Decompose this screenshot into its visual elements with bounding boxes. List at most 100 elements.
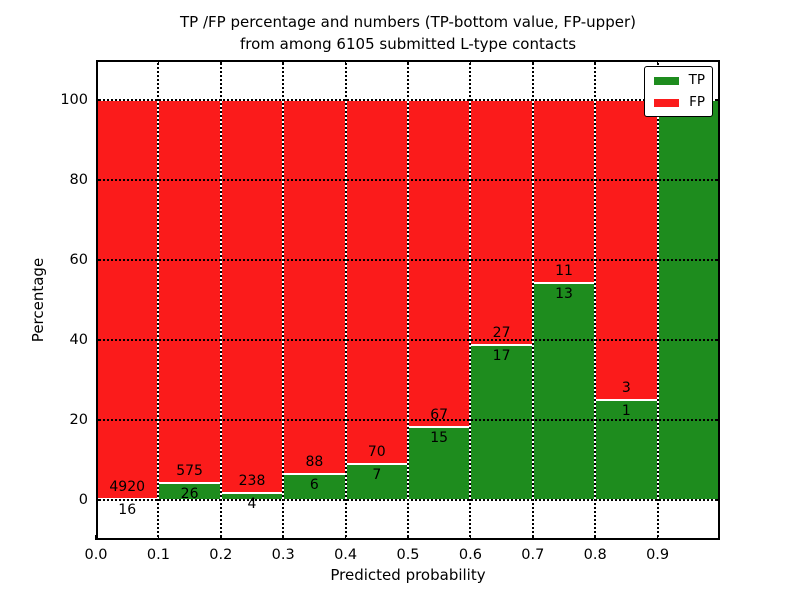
y-tick-label: 60 <box>69 252 88 268</box>
bar-label-fp: 4920 <box>109 478 146 495</box>
bar-label-fp: 575 <box>176 462 203 479</box>
gridline-horizontal <box>96 339 720 341</box>
bar-tp <box>657 100 720 500</box>
legend-swatch-tp <box>653 75 680 86</box>
x-tick-bottom <box>594 535 596 540</box>
legend-item: TP <box>653 73 705 88</box>
gridline-horizontal <box>96 499 720 501</box>
plot-area: 492016575262384886707671527171113311 <box>95 60 720 540</box>
gridline-vertical <box>531 60 534 540</box>
y-tick-right <box>715 499 720 501</box>
bar-label-tp: 6 <box>309 477 319 494</box>
chart-title-line2: from among 6105 submitted L-type contact… <box>239 35 577 53</box>
bar-label-fp: 88 <box>305 454 324 471</box>
bar-tp <box>532 283 596 500</box>
legend-label: FP <box>689 94 705 110</box>
y-tick-right <box>715 339 720 341</box>
bar-fp <box>595 100 658 400</box>
x-tick-label: 0.5 <box>396 547 420 563</box>
x-tick-top <box>594 60 596 65</box>
bar-fp <box>532 100 596 284</box>
gridline-vertical <box>594 60 597 540</box>
gridline-horizontal <box>96 419 720 421</box>
bar-label-fp: 27 <box>492 325 511 342</box>
gridline-vertical <box>219 60 222 540</box>
gridline-vertical <box>282 60 285 540</box>
y-tick-label: 40 <box>69 332 88 348</box>
y-tick-left <box>96 499 101 501</box>
gridline-vertical <box>656 60 659 540</box>
bar-label-fp: 238 <box>238 473 266 490</box>
x-tick-bottom <box>344 535 347 540</box>
y-tick-label: 20 <box>69 412 88 428</box>
y-tick-left <box>96 339 101 341</box>
x-axis-label: Predicted probability <box>330 566 486 584</box>
y-tick-right <box>715 259 720 261</box>
x-tick-bottom <box>282 535 284 540</box>
x-tick-label: 0.8 <box>583 547 607 563</box>
x-tick-label: 0.1 <box>146 547 170 563</box>
y-tick-right <box>715 419 720 421</box>
x-tick-top <box>407 60 409 65</box>
gridline-vertical <box>469 60 472 540</box>
legend-item: FP <box>653 95 705 110</box>
gridline-horizontal <box>96 179 720 181</box>
bar-label-fp: 11 <box>555 263 573 280</box>
bar-fp <box>408 100 471 427</box>
bar-tp <box>345 463 408 500</box>
bar-tp <box>595 400 658 500</box>
legend-swatch-fp <box>653 97 680 108</box>
bar-tp <box>283 474 346 500</box>
bar-label-tp: 26 <box>180 485 199 502</box>
bar-label-tp: 1 <box>621 403 631 419</box>
x-tick-bottom <box>157 535 160 540</box>
bar-label-tp: 16 <box>118 501 137 518</box>
x-tick-bottom <box>469 535 472 540</box>
bar-fp <box>220 100 284 494</box>
x-tick-label: 0.3 <box>271 547 295 563</box>
bar-fp <box>96 100 159 499</box>
x-tick-top <box>157 60 160 65</box>
chart-title-line1: TP /FP percentage and numbers (TP-bottom… <box>180 13 636 31</box>
bar-label-tp: 4 <box>247 496 257 513</box>
x-tick-bottom <box>532 535 534 540</box>
y-tick-left <box>96 99 101 101</box>
bar-fp <box>470 100 533 346</box>
bar-label-tp: 15 <box>430 429 449 446</box>
x-tick-label: 0.9 <box>646 547 670 563</box>
gridline-vertical <box>407 60 409 540</box>
x-tick-top <box>656 60 659 65</box>
bar-label-tp: 7 <box>372 466 382 483</box>
x-tick-label: 0.2 <box>209 547 233 563</box>
legend-label: TP <box>688 72 705 88</box>
bar-label-tp: 17 <box>492 348 511 365</box>
x-tick-bottom <box>95 535 97 540</box>
x-tick-label: 0.7 <box>521 547 545 563</box>
bar-label-fp: 3 <box>621 380 631 396</box>
x-tick-top <box>282 60 284 65</box>
y-tick-left <box>96 419 101 421</box>
bar-fp <box>345 100 408 464</box>
y-tick-label: 100 <box>60 92 88 108</box>
y-tick-label: 0 <box>78 492 88 508</box>
bar-tp <box>470 345 533 500</box>
legend: TP FP <box>644 66 713 117</box>
bar-fp <box>158 100 221 483</box>
x-tick-top <box>469 60 472 65</box>
gridline-horizontal <box>96 259 720 261</box>
x-tick-top <box>532 60 534 65</box>
x-tick-bottom <box>656 535 659 540</box>
y-tick-label: 80 <box>69 172 88 188</box>
gridline-horizontal <box>96 99 720 101</box>
y-tick-left <box>96 259 101 261</box>
x-tick-bottom <box>407 535 409 540</box>
y-tick-right <box>715 179 720 181</box>
x-tick-label: 0.6 <box>458 547 482 563</box>
y-tick-right <box>715 99 720 101</box>
y-tick-left <box>96 179 101 181</box>
bar-label-fp: 70 <box>367 443 386 460</box>
x-tick-label: 0.4 <box>334 547 358 563</box>
x-tick-label: 0.0 <box>84 547 108 563</box>
bar-label-tp: 13 <box>555 286 573 303</box>
